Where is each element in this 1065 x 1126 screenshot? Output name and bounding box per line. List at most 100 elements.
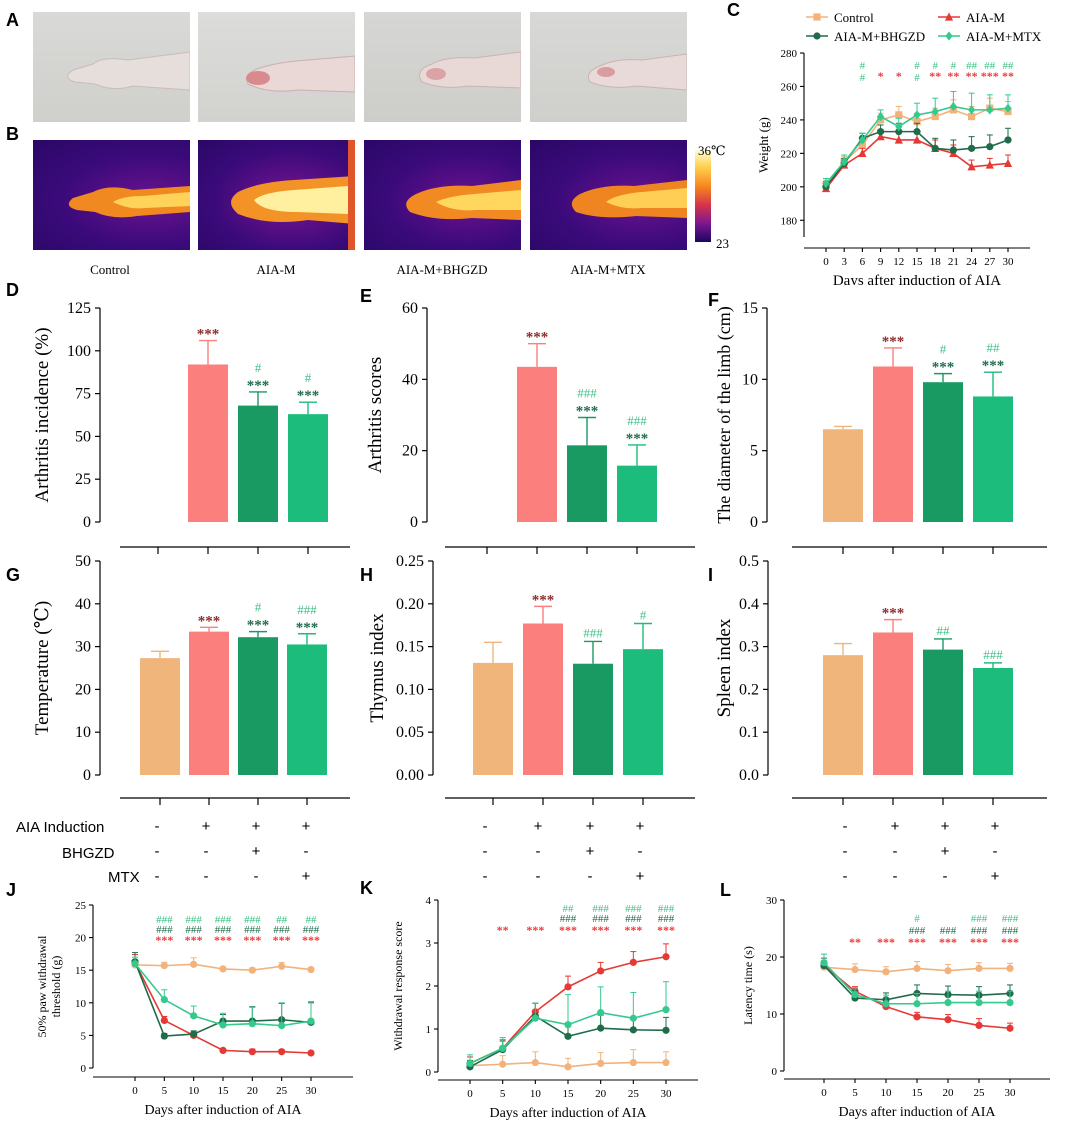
row-label-aia: AIA Induction — [16, 819, 105, 836]
colorbar-max: 36℃ — [698, 143, 726, 159]
y-tick-label: 2 — [426, 981, 432, 993]
y-tick-label: 20 — [75, 933, 87, 945]
y-tick-label: 0.3 — [739, 639, 759, 656]
series-line-aia-m — [134, 962, 312, 1054]
group-symbol: + — [251, 843, 261, 860]
x-tick-label: 5 — [500, 1088, 506, 1100]
colorbar-max-value: 36 — [698, 143, 711, 158]
data-point — [597, 1009, 605, 1017]
significance-hash: ### — [577, 385, 597, 400]
y-tick-label: 180 — [781, 215, 798, 227]
data-point — [968, 112, 976, 121]
x-axis-label: Days after induction of AIA — [833, 273, 1001, 285]
data-point — [564, 1021, 572, 1029]
panel-label-k: K — [360, 878, 373, 898]
group-symbol: - — [892, 843, 898, 860]
significance-star: *** — [197, 327, 220, 343]
significance-hash: ## — [987, 340, 1001, 355]
bar-aia-m-mtx — [287, 644, 327, 775]
data-point — [278, 1048, 286, 1056]
caption-aiam: AIA-M — [256, 262, 296, 277]
group-symbol: - — [842, 818, 848, 835]
significance-hash: ### — [244, 914, 261, 926]
y-tick-label: 0 — [772, 1066, 778, 1078]
y-tick-label: 20 — [75, 681, 91, 698]
y-axis-label: Withdrawal response score — [391, 921, 405, 1050]
panel-label-c: C — [727, 0, 740, 20]
group-symbol: - — [535, 868, 541, 885]
significance-hash: ### — [244, 924, 261, 936]
group-symbol: + — [301, 818, 311, 835]
group-symbol: - — [154, 843, 160, 860]
data-point — [986, 143, 994, 151]
panel-label-b: B — [6, 124, 19, 144]
data-point — [858, 148, 867, 157]
group-symbol: - — [482, 868, 488, 885]
chart-c: 180 200 220 240 260 280 0 3 6 9 12 15 18 21 24 27 30Days… — [756, 10, 1042, 285]
x-axis-label: Days after induction of AIA — [144, 1103, 302, 1118]
paw-photo-control — [33, 12, 191, 122]
significance-hash: ### — [297, 602, 317, 617]
bar-aia-m-bhgzd — [238, 637, 278, 775]
bar-aia-m-mtx — [973, 396, 1013, 522]
significance-hash: # — [914, 60, 920, 72]
significance-star: *** — [155, 933, 173, 947]
y-tick-label: 10 — [742, 371, 758, 388]
group-symbol: - — [482, 818, 488, 835]
panel-label-d: D — [6, 280, 19, 300]
y-tick-label: 4 — [426, 895, 432, 907]
group-symbol: + — [990, 818, 1000, 835]
data-point — [813, 13, 821, 21]
x-tick-label: 15 — [912, 256, 924, 268]
data-point — [944, 12, 954, 21]
group-symbol: - — [587, 868, 593, 885]
y-tick-label: 0.4 — [739, 596, 759, 613]
y-tick-label: 0 — [750, 514, 758, 531]
data-point — [944, 967, 952, 975]
group-symbol: + — [635, 818, 645, 835]
chart-l: 0 10 20 30 0 5 10 15 20 25 30 Days after induction … — [741, 895, 1050, 1120]
significance-hash: ### — [303, 924, 320, 936]
bar-aia-m — [517, 366, 557, 522]
caption-bhgzd: AIA-M+BHGZD — [396, 262, 488, 277]
y-tick-label: 3 — [426, 938, 432, 950]
significance-star: *** — [1001, 935, 1019, 949]
panel-label-a: A — [6, 10, 19, 30]
y-tick-label: 40 — [75, 596, 91, 613]
chart-d: 0 25 50 75 100 125 Arthritis incidence (%) *** *… — [32, 300, 350, 554]
data-point — [597, 1024, 605, 1032]
significance-star: *** — [882, 606, 905, 622]
significance-star: *** — [626, 431, 649, 447]
group-symbol: + — [533, 818, 543, 835]
chart-e: 0 20 40 60 Arthritis scores *** *** ### *** ### — [365, 300, 695, 554]
significance-hash: ### — [940, 925, 957, 937]
paw-shape-bhgzd — [419, 51, 522, 89]
data-point — [1004, 103, 1012, 113]
x-tick-label: 5 — [852, 1087, 858, 1099]
panel-label-l: L — [720, 880, 731, 900]
y-axis-label: Latency time (s) — [741, 946, 755, 1025]
bar-aia-m-bhgzd — [573, 663, 613, 775]
data-point — [975, 964, 983, 972]
row-label-mtx: MTX — [108, 869, 140, 886]
significance-star: *** — [576, 403, 599, 419]
bar-aia-m — [873, 366, 913, 522]
y-tick-label: 30 — [75, 639, 91, 656]
group-symbol: + — [585, 818, 595, 835]
significance-star: * — [878, 69, 884, 83]
x-tick-label: 0 — [823, 256, 829, 268]
significance-star: *** — [932, 360, 955, 376]
bar-aia-m — [188, 364, 228, 522]
x-tick-label: 25 — [628, 1088, 640, 1100]
significance-hash: ### — [1002, 925, 1019, 937]
data-point — [248, 1048, 256, 1056]
y-tick-label: 10 — [766, 1009, 778, 1021]
data-point — [219, 1021, 227, 1029]
panel-label-f: F — [708, 290, 719, 310]
significance-star: *** — [592, 923, 610, 937]
thermal-image-bhgzd — [364, 140, 521, 250]
group-symbol: + — [251, 818, 261, 835]
data-point — [822, 178, 830, 189]
significance-hash: ### — [971, 913, 988, 925]
